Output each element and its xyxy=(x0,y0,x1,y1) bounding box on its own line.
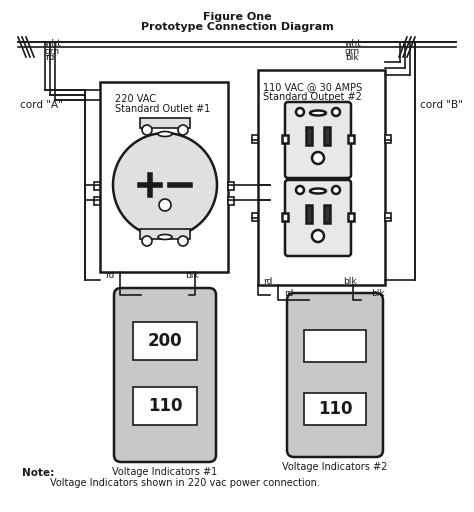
Text: blk: blk xyxy=(345,53,359,62)
Bar xyxy=(348,135,354,143)
Circle shape xyxy=(113,133,217,237)
Text: rd: rd xyxy=(284,288,293,297)
Text: blk: blk xyxy=(371,288,384,297)
Bar xyxy=(324,205,330,223)
Ellipse shape xyxy=(310,188,326,194)
Circle shape xyxy=(159,199,171,211)
Bar xyxy=(324,127,330,145)
Bar xyxy=(133,387,197,425)
Text: wht: wht xyxy=(45,39,62,49)
Text: Voltage Indicators #2: Voltage Indicators #2 xyxy=(283,462,388,472)
Bar xyxy=(304,393,366,425)
Bar xyxy=(258,70,385,285)
Bar xyxy=(306,127,312,145)
Circle shape xyxy=(296,108,304,116)
Circle shape xyxy=(312,230,324,242)
Text: cord "B": cord "B" xyxy=(420,100,463,110)
Text: Voltage Indicators #1: Voltage Indicators #1 xyxy=(112,467,218,477)
Bar xyxy=(385,135,391,143)
Text: 110: 110 xyxy=(148,397,182,415)
Bar xyxy=(94,197,100,205)
Text: Figure One: Figure One xyxy=(203,12,271,22)
Bar xyxy=(252,213,258,221)
Bar xyxy=(348,213,354,221)
Text: Prototype Connection Diagram: Prototype Connection Diagram xyxy=(141,22,333,32)
Bar xyxy=(228,182,234,190)
FancyBboxPatch shape xyxy=(287,293,383,457)
Text: Voltage Indicators shown in 220 vac power connection.: Voltage Indicators shown in 220 vac powe… xyxy=(50,478,320,488)
FancyBboxPatch shape xyxy=(285,102,351,178)
Ellipse shape xyxy=(158,132,172,137)
Bar xyxy=(100,82,228,272)
Text: blk: blk xyxy=(343,278,356,287)
Text: Standard Outlet #1: Standard Outlet #1 xyxy=(115,104,210,114)
Circle shape xyxy=(142,125,152,135)
Text: 110 VAC @ 30 AMPS: 110 VAC @ 30 AMPS xyxy=(263,82,362,92)
Circle shape xyxy=(312,152,324,164)
Bar xyxy=(252,135,258,143)
Text: 220 VAC: 220 VAC xyxy=(115,94,156,104)
Text: rd: rd xyxy=(263,278,273,287)
Ellipse shape xyxy=(158,234,172,240)
Circle shape xyxy=(142,236,152,246)
Text: Standard Outpet #2: Standard Outpet #2 xyxy=(263,92,362,102)
Circle shape xyxy=(332,186,340,194)
Bar xyxy=(228,197,234,205)
Bar xyxy=(304,330,366,362)
Bar xyxy=(140,229,190,239)
Text: rd: rd xyxy=(105,271,114,281)
Text: rd: rd xyxy=(45,53,55,62)
Circle shape xyxy=(296,186,304,194)
Circle shape xyxy=(332,108,340,116)
Text: 110: 110 xyxy=(318,400,352,418)
FancyBboxPatch shape xyxy=(114,288,216,462)
Text: cord "A": cord "A" xyxy=(20,100,63,110)
Bar xyxy=(282,213,288,221)
Text: wht: wht xyxy=(345,39,362,49)
Circle shape xyxy=(178,125,188,135)
Text: 200: 200 xyxy=(148,332,182,350)
Bar xyxy=(385,213,391,221)
Bar xyxy=(94,182,100,190)
Bar xyxy=(133,322,197,360)
FancyBboxPatch shape xyxy=(285,180,351,256)
Text: Note:: Note: xyxy=(22,468,54,478)
Text: grn: grn xyxy=(345,47,360,55)
Text: grn: grn xyxy=(45,47,60,55)
Bar xyxy=(306,205,312,223)
Ellipse shape xyxy=(310,111,326,116)
Bar xyxy=(282,135,288,143)
Text: blk: blk xyxy=(185,271,199,281)
Bar xyxy=(140,118,190,128)
Circle shape xyxy=(178,236,188,246)
